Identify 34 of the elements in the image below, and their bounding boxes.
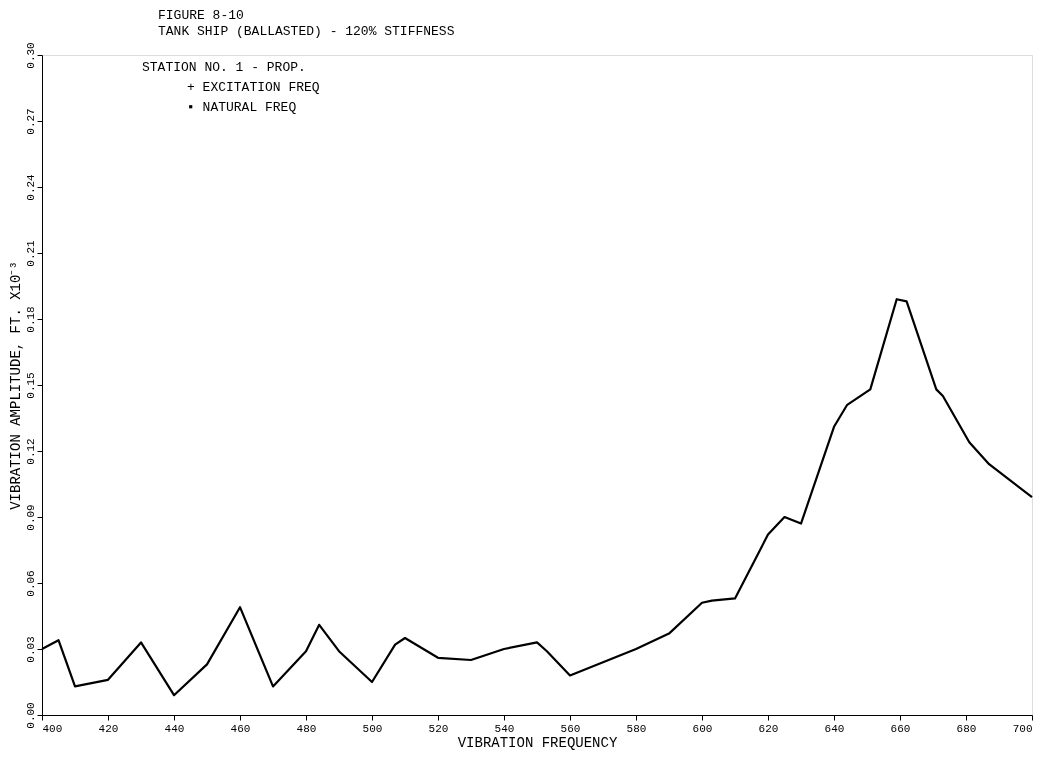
- y-tick-label: 0.18: [24, 306, 37, 333]
- y-tick-label: 0.03: [24, 636, 37, 663]
- x-tick-label: 660: [890, 722, 911, 735]
- y-tick-label: 0.12: [24, 438, 37, 465]
- y-tick-label: 0.24: [24, 173, 37, 201]
- chart-subtitle: TANK SHIP (BALLASTED) - 120% STIFFNESS: [158, 23, 455, 39]
- x-tick-label: 540: [494, 722, 515, 735]
- y-tick-label: 0.06: [24, 570, 37, 597]
- x-tick-label: 620: [758, 722, 779, 735]
- x-tick-label: 480: [296, 722, 317, 735]
- x-tick-label: 520: [428, 722, 449, 735]
- y-tick-label: 0.00: [24, 702, 37, 729]
- x-tick-label: 700: [1012, 722, 1033, 735]
- annotation: ▪ NATURAL FREQ: [187, 100, 297, 115]
- x-tick-label: 580: [626, 722, 647, 735]
- annotation: + EXCITATION FREQ: [187, 80, 320, 95]
- y-tick-label: 0.27: [24, 108, 37, 135]
- y-tick-label: 0.21: [24, 239, 37, 267]
- x-tick-label: 600: [692, 722, 713, 735]
- x-tick-label: 400: [42, 722, 63, 735]
- y-tick-label: 0.09: [24, 504, 37, 531]
- chart-title: FIGURE 8-10: [158, 7, 244, 23]
- x-tick-label: 560: [560, 722, 581, 735]
- x-tick-label: 640: [824, 722, 845, 735]
- y-tick-label: 0.30: [24, 42, 37, 69]
- x-axis-title: VIBRATION FREQUENCY: [457, 734, 618, 751]
- annotation: STATION NO. 1 - PROP.: [142, 60, 306, 75]
- y-tick-label: 0.15: [24, 372, 37, 399]
- x-tick-label: 500: [362, 722, 383, 735]
- x-tick-label: 420: [98, 722, 119, 735]
- x-tick-label: 460: [230, 722, 251, 735]
- x-tick-label: 440: [164, 722, 185, 735]
- x-tick-label: 680: [956, 722, 977, 735]
- y-axis-title: VIBRATION AMPLITUDE, FT. X10⁻³: [7, 261, 24, 510]
